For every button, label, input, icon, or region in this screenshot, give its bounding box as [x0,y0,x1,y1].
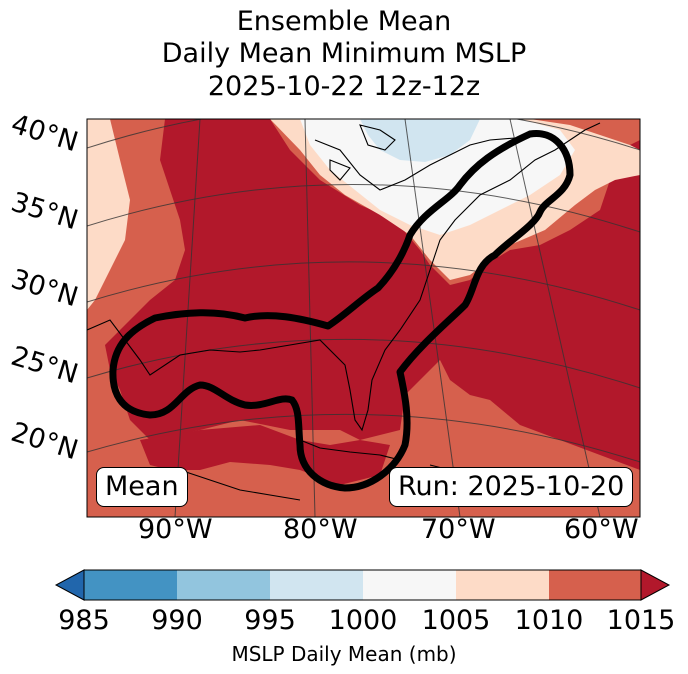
colorbar-tick-1015: 1015 [606,605,676,636]
colorbar-tick-1010: 1010 [514,605,584,636]
lon-label-80w: 80°W [283,514,358,545]
field-995-1000 [360,119,480,162]
title-line-3: 2025-10-22 12z-12z [207,71,481,102]
graticule [87,119,640,517]
run-label-box: Run: 2025-10-20 [389,467,634,507]
colorbar-990-995 [177,570,270,600]
colorbar-title: MSLP Daily Mean (mb) [231,642,457,666]
colorbar-tick-995: 995 [244,605,296,636]
colorbar-1000-1005 [363,570,456,600]
colorbar-tick-1000: 1000 [328,605,398,636]
colorbar-frame [83,569,642,601]
map-frame [86,118,641,518]
colorbar-tick-1005: 1005 [421,605,491,636]
colorbar-tick-990: 990 [151,605,203,636]
colorbar [54,569,671,601]
field-above-1015-south [140,425,390,485]
lon-label-70w: 70°W [421,514,496,545]
colorbar-extend-high [640,569,671,601]
lon-label-60w: 60°W [564,514,639,545]
colorbar-985-990 [84,570,177,600]
field-1005-1010-west [87,119,130,310]
lon-label-90w: 90°W [138,514,213,545]
colorbar-1005-1010 [456,570,549,600]
contour-outline [109,130,574,492]
colorbar-1010-1015 [549,570,641,600]
mean-label-box: Mean [96,467,188,507]
title-line-1: Ensemble Mean [236,6,452,37]
colorbar-extend-low [54,569,85,601]
colorbar-tick-985: 985 [58,605,110,636]
title-line-2: Daily Mean Minimum MSLP [161,38,527,69]
coastlines [87,122,601,501]
colorbar-995-1000 [270,570,363,600]
